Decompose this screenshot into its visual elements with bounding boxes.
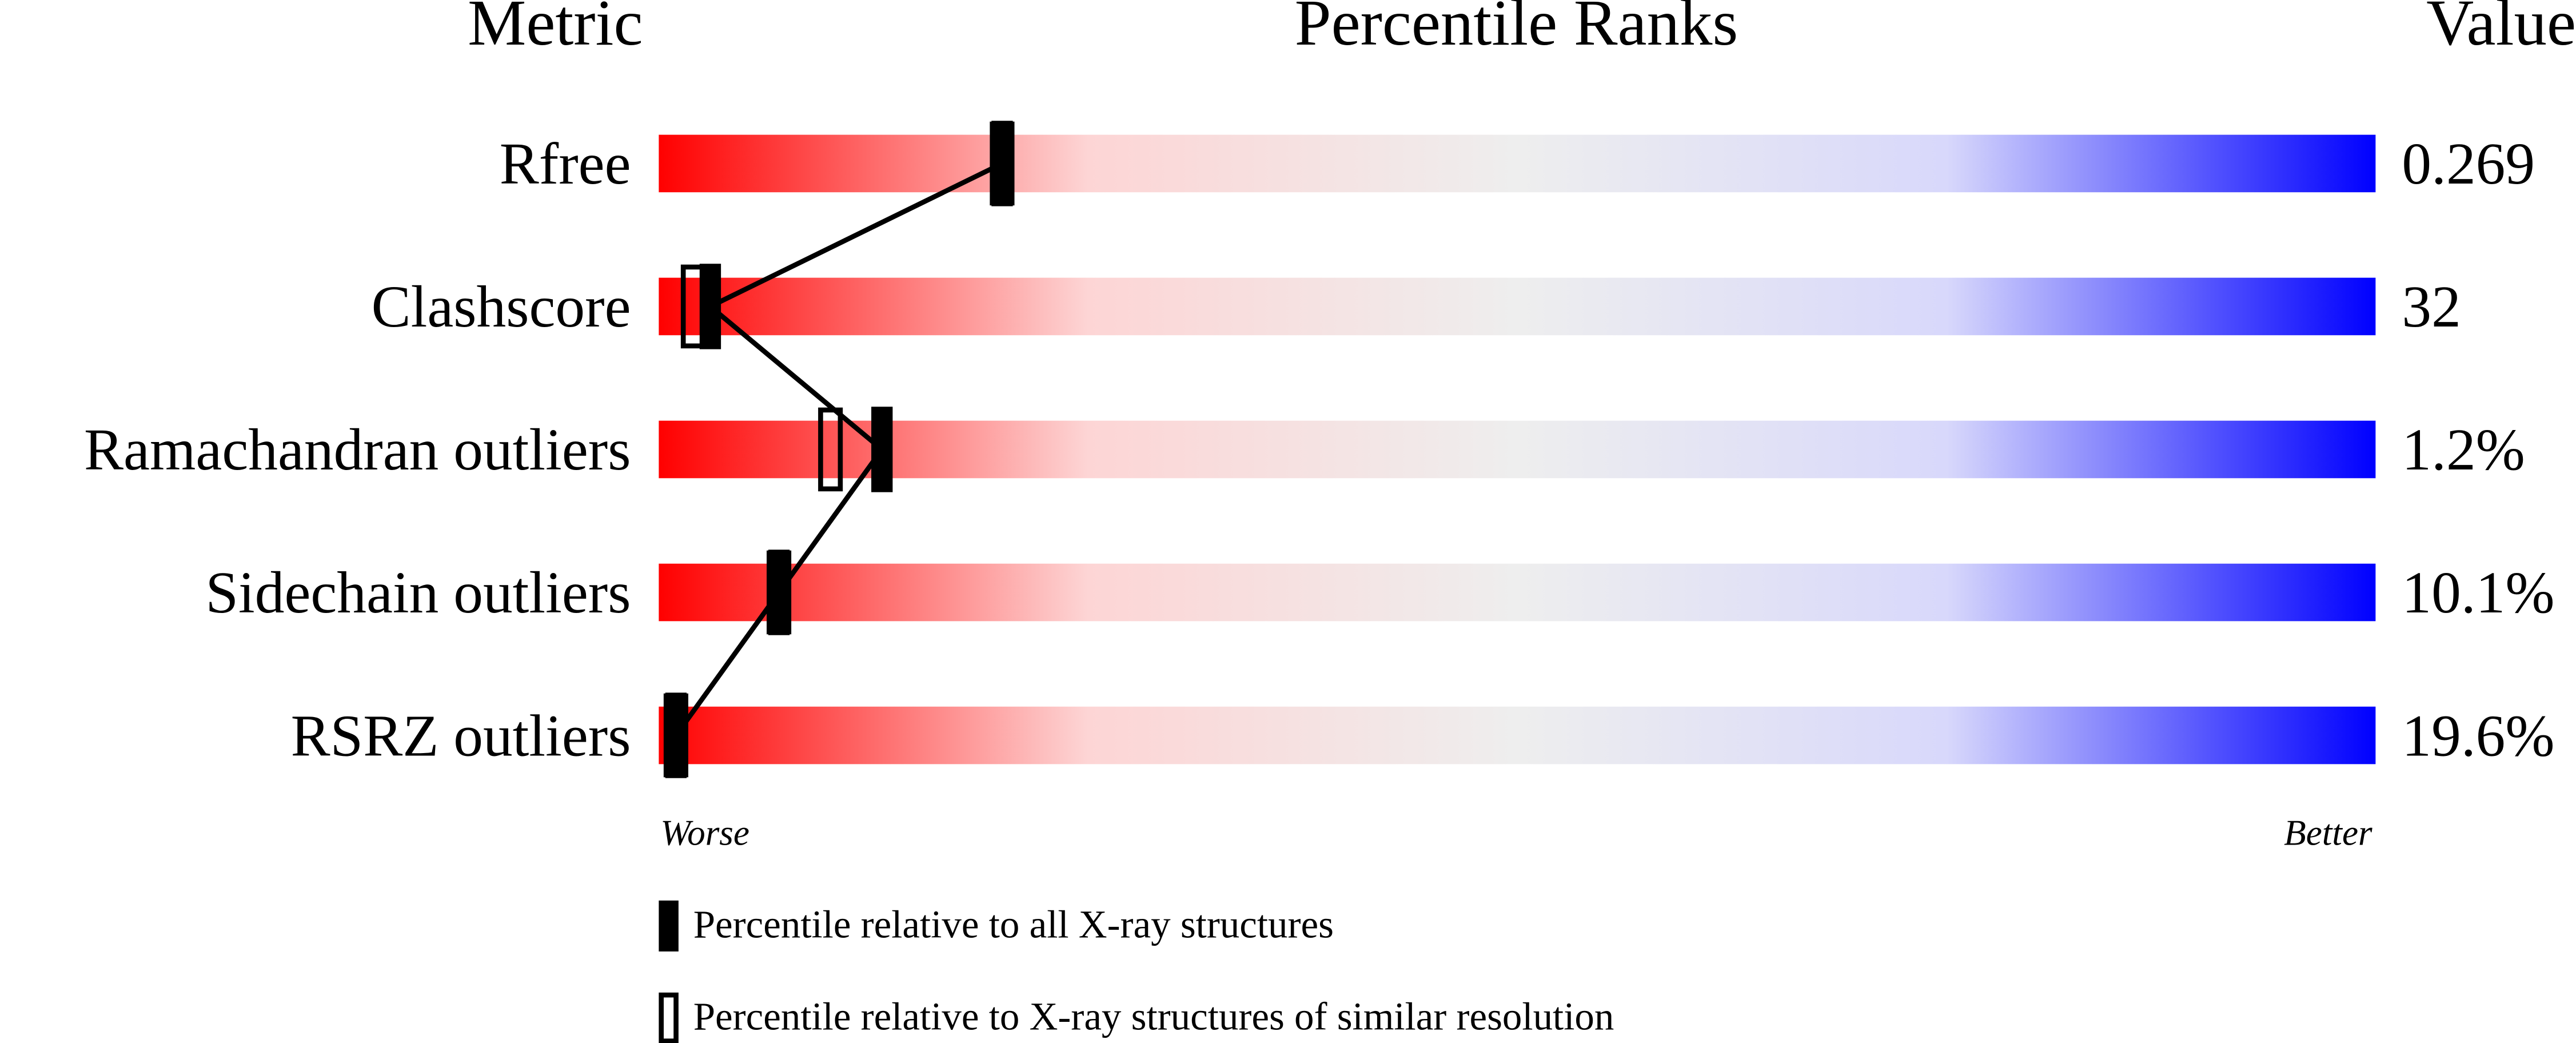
slider-bar [659, 277, 2376, 336]
legend-label: Percentile relative to all X-ray structu… [693, 903, 1334, 946]
percentile-marker-similar [663, 693, 688, 778]
slider-bar [659, 420, 2376, 479]
percentile-marker-similar [990, 121, 1015, 206]
legend-swatch-filled [659, 900, 679, 952]
header-metric: Metric [468, 0, 643, 59]
metric-label: RSRZ outliers [291, 703, 631, 769]
metric-value: 10.1% [2402, 560, 2554, 626]
metric-label: Sidechain outliers [206, 560, 631, 626]
metric-label: Clashscore [372, 274, 631, 340]
metric-value: 19.6% [2402, 703, 2554, 769]
metric-value: 32 [2402, 274, 2461, 340]
legend-swatch-open [659, 992, 679, 1043]
percentile-marker-all [665, 692, 687, 778]
legend-label: Percentile relative to X-ray structures … [693, 994, 1614, 1038]
metric-label: Rfree [500, 132, 631, 197]
metric-label: Ramachandran outliers [84, 417, 631, 483]
better-label: Better [2284, 813, 2372, 853]
slider-bar [659, 563, 2376, 622]
slider-bar [659, 706, 2376, 765]
percentile-marker-similar [818, 407, 843, 492]
metric-value: 0.269 [2402, 132, 2535, 197]
worse-label: Worse [660, 813, 749, 853]
percentile-marker-similar [680, 264, 705, 349]
percentile-marker-similar [767, 550, 792, 635]
percentile-marker-all [991, 121, 1013, 206]
percentile-marker-all [871, 407, 893, 492]
metric-value: 1.2% [2402, 417, 2525, 483]
percentile-marker-all [768, 550, 790, 635]
header-value: Value [2426, 0, 2576, 59]
slider-bar [659, 134, 2376, 193]
header-percentile: Percentile Ranks [1295, 0, 1738, 59]
